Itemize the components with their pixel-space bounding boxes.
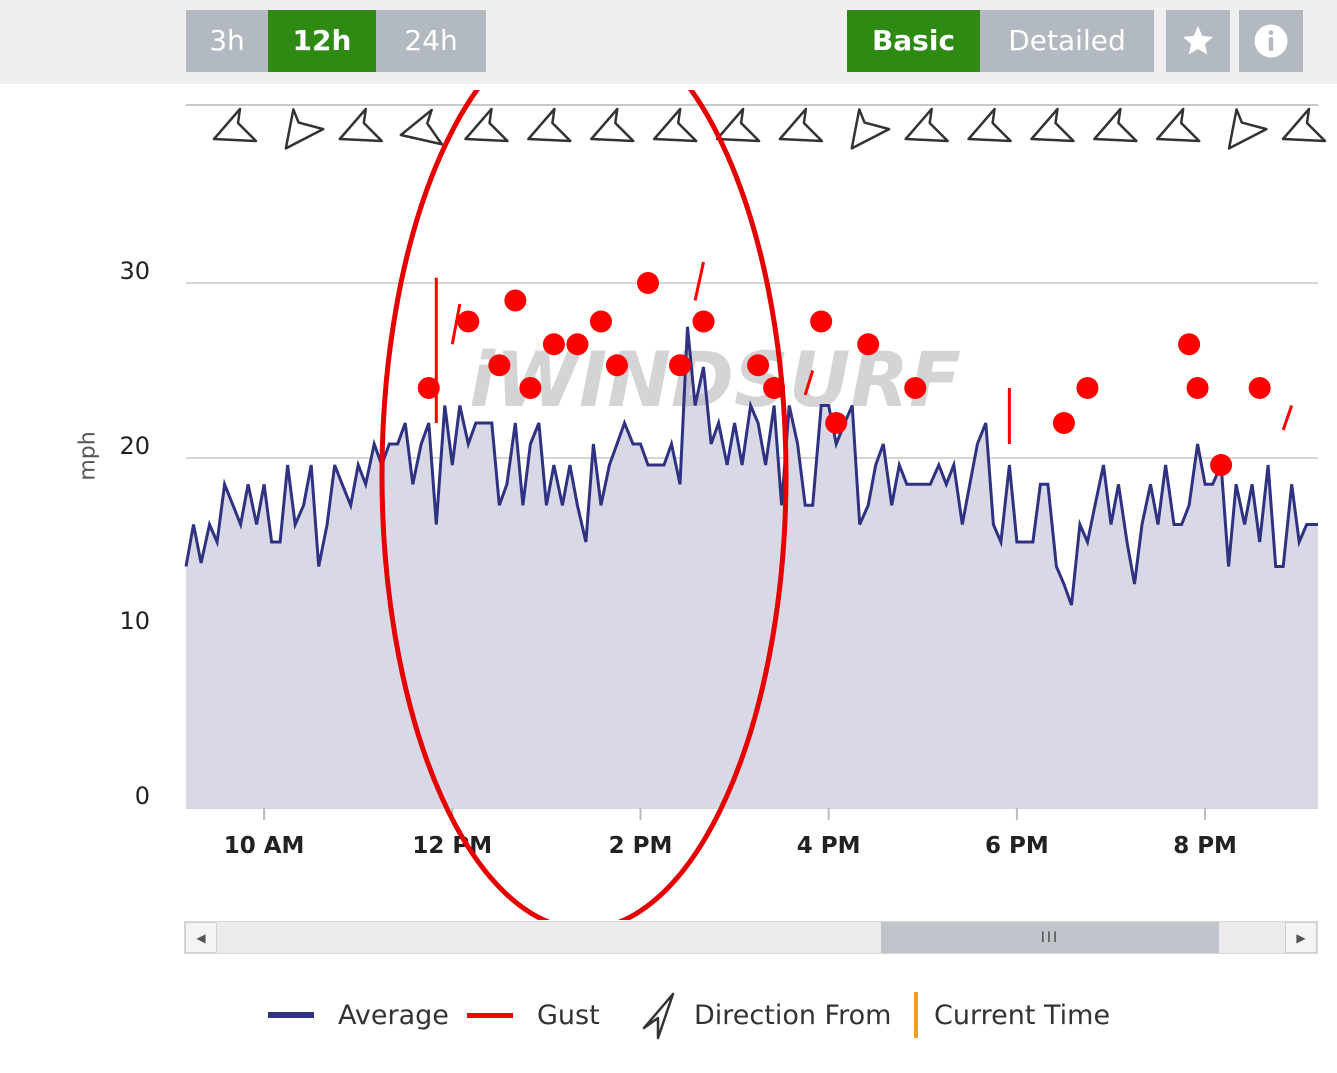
direction-arrow-row [212, 107, 1327, 150]
highlight-ellipse [379, 90, 789, 920]
info-icon [1254, 24, 1288, 58]
gust-dot [810, 310, 833, 333]
y-tick-label: 0 [135, 782, 150, 810]
scroll-right-button[interactable]: ▶ [1285, 922, 1317, 953]
grip-icon: III [1040, 929, 1060, 946]
current-time-swatch [914, 992, 918, 1038]
arrow-icon [1155, 107, 1201, 143]
arrow-icon [464, 107, 509, 143]
gust-dot [1178, 333, 1201, 356]
gust-dot [504, 289, 527, 312]
x-tick-label: 4 PM [797, 833, 861, 859]
gust-dot [589, 310, 612, 333]
scroll-thumb[interactable]: III [881, 922, 1219, 953]
legend-direction[interactable]: Direction From [640, 990, 891, 1040]
gust-dot [417, 377, 440, 399]
gust-dot [519, 377, 542, 399]
legend-gust[interactable]: Gust [467, 1000, 600, 1031]
x-tick-label: 6 PM [985, 833, 1049, 859]
chevron-right-icon: ▶ [1296, 930, 1306, 945]
gust-dot [457, 310, 480, 333]
arrow-icon [590, 107, 635, 143]
legend-current-time[interactable]: Current Time [914, 992, 1110, 1038]
arrow-icon [652, 107, 698, 143]
arrow-icon [967, 107, 1012, 143]
arrow-icon [527, 107, 572, 143]
wind-chart: iWINDSURF 0 10 20 30 10 AM 12 PM 2 PM 4 PM 6 PM… [119, 90, 1327, 920]
gust-dot [1186, 377, 1209, 399]
view-mode-selector: Basic Detailed [847, 10, 1154, 72]
arrow-icon [850, 108, 891, 150]
arrow-icon [1281, 107, 1327, 143]
x-tick-label: 8 PM [1173, 833, 1237, 859]
horizontal-scrollbar[interactable]: ◀ III ▶ [184, 921, 1318, 954]
gust-dot [1076, 377, 1099, 399]
arrow-icon [778, 107, 824, 143]
gust-dot [1248, 377, 1271, 399]
gust-dot [566, 333, 589, 356]
arrow-icon [1030, 107, 1075, 143]
star-icon [1183, 26, 1213, 55]
arrow-icon [1227, 108, 1268, 150]
arrow-icon [212, 107, 258, 143]
y-tick-label: 30 [119, 257, 150, 285]
scroll-left-button[interactable]: ◀ [185, 922, 217, 953]
gust-segment [450, 303, 462, 345]
y-axis-ticks: 0 10 20 30 [119, 257, 150, 810]
legend-direction-label: Direction From [694, 999, 892, 1031]
gust-segment [1281, 405, 1294, 431]
gust-dot [1210, 454, 1233, 476]
x-tick-label: 10 AM [224, 833, 305, 859]
gust-dot [857, 333, 880, 356]
time-range-selector: 3h 12h 24h [186, 10, 486, 72]
chevron-left-icon: ◀ [196, 930, 206, 945]
info-button[interactable] [1239, 10, 1303, 72]
legend-average[interactable]: Average [268, 1000, 449, 1031]
x-tick-label: 2 PM [609, 833, 673, 859]
average-area-fill [186, 326, 1318, 808]
average-swatch [268, 1012, 314, 1018]
y-tick-label: 20 [119, 432, 150, 460]
average-line [184, 326, 1318, 606]
range-3h-button[interactable]: 3h [186, 10, 268, 72]
watermark-logo: iWINDSURF [469, 335, 961, 424]
gust-dot [1052, 412, 1075, 434]
direction-arrow-icon [642, 992, 675, 1040]
legend-gust-label: Gust [537, 999, 600, 1031]
gust-dot [692, 310, 715, 333]
arrow-icon [338, 107, 384, 143]
gust-dot [904, 377, 927, 399]
detailed-view-button[interactable]: Detailed [980, 10, 1154, 72]
gust-dot [542, 333, 565, 356]
chart-legend: Average Gust Direction From Current Time [0, 990, 1337, 1040]
arrow-icon [284, 108, 325, 150]
gust-dot [488, 354, 511, 377]
arrow-icon [904, 107, 949, 143]
gust-dot [825, 412, 848, 434]
y-axis-label: mph [75, 431, 101, 481]
arrow-icon [1093, 107, 1138, 143]
gust-markers [417, 261, 1294, 476]
arrow-icon [399, 108, 444, 146]
gust-dot [605, 354, 628, 377]
y-tick-label: 10 [119, 607, 150, 635]
x-axis-ticks: 10 AM 12 PM 2 PM 4 PM 6 PM 8 PM [224, 808, 1237, 859]
gust-dot [747, 354, 770, 377]
range-24h-button[interactable]: 24h [376, 10, 486, 72]
gust-swatch [467, 1012, 513, 1018]
legend-average-label: Average [338, 999, 449, 1031]
basic-view-button[interactable]: Basic [847, 10, 980, 72]
range-12h-button[interactable]: 12h [268, 10, 376, 72]
gust-dot [669, 354, 692, 377]
x-tick-label: 12 PM [412, 833, 492, 859]
gust-segment [693, 261, 706, 301]
favorite-button[interactable] [1166, 10, 1230, 72]
arrow-icon [715, 107, 761, 143]
gust-dot [637, 272, 660, 294]
legend-current-time-label: Current Time [934, 999, 1111, 1031]
gust-segment [803, 370, 815, 396]
